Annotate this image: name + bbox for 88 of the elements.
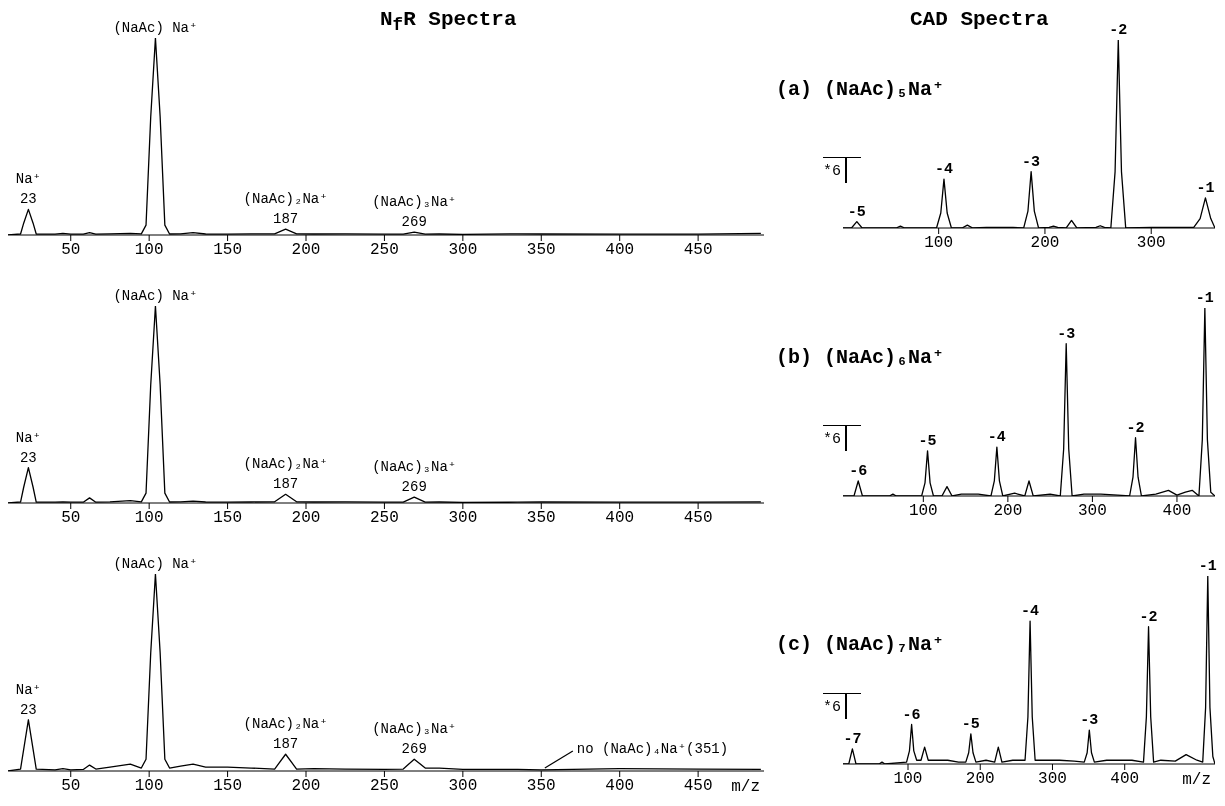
annotation: -5 <box>847 203 866 221</box>
x-tick-label: 450 <box>683 777 713 796</box>
annotation: -2 <box>1126 419 1145 437</box>
x-tick-label: 400 <box>1162 502 1192 521</box>
x-tick-label: 150 <box>213 241 242 260</box>
x-tick-label: 300 <box>448 509 478 528</box>
annotation: -3 <box>1022 153 1041 171</box>
x-tick-label: 400 <box>605 241 635 260</box>
annotation: (NaAc)₂Na⁺ <box>243 716 328 733</box>
annotation: 23 <box>19 191 37 208</box>
text: *6 <box>823 161 842 180</box>
x-tick-label: 350 <box>526 509 556 528</box>
annotation: (NaAc)₂Na⁺ <box>243 456 328 473</box>
annotation: 187 <box>273 211 299 228</box>
x-tick-label: 100 <box>134 241 164 260</box>
annotation: -1 <box>1196 179 1215 197</box>
annotation: (NaAc)₃Na⁺ <box>372 459 457 476</box>
annotation: 269 <box>401 741 427 758</box>
annotation: (NaAc)₃Na⁺ <box>372 721 457 738</box>
x-tick-label: 300 <box>448 241 478 260</box>
x-tick-label: 50 <box>61 241 81 260</box>
x-tick-label: 200 <box>1030 234 1060 253</box>
x-tick-label: 400 <box>1110 770 1140 789</box>
annotation: 23 <box>19 701 37 718</box>
x-tick-label: 200 <box>291 241 321 260</box>
annotation: -4 <box>1021 603 1040 621</box>
x-tick-label: 450 <box>683 509 713 528</box>
annotation: -1 <box>1195 290 1214 307</box>
x-tick-label: 50 <box>61 777 81 796</box>
x-tick-label: 350 <box>526 777 556 796</box>
x-tick-label: 300 <box>448 777 478 796</box>
x-tick-label: 300 <box>1038 770 1067 789</box>
annotation: -2 <box>1139 608 1158 626</box>
annotation: (NaAc) Na⁺ <box>113 556 198 572</box>
x-tick-label: 450 <box>683 241 713 260</box>
x-tick-label: 200 <box>993 502 1023 521</box>
x-axis-title: m/z <box>1182 771 1211 789</box>
x-tick-label: 200 <box>965 770 995 789</box>
annotation: -3 <box>1080 712 1099 730</box>
x-axis-title: m/z <box>731 778 760 796</box>
x-tick-label: 100 <box>134 509 164 528</box>
x-tick-label: 200 <box>291 777 321 796</box>
annotation: Na⁺ <box>15 171 42 188</box>
x-tick-label: 100 <box>893 770 923 789</box>
annotation: 187 <box>273 736 299 753</box>
x-tick-label: 200 <box>291 509 321 528</box>
annotation: -6 <box>849 462 868 480</box>
text: (c) (NaAc)₇Na⁺ <box>776 632 945 656</box>
text: (a) (NaAc)₅Na⁺ <box>776 77 945 101</box>
x-tick-label: 250 <box>370 509 399 528</box>
x-tick-label: 50 <box>61 509 81 528</box>
annotation: -3 <box>1057 325 1076 343</box>
x-tick-label: 250 <box>370 241 399 260</box>
annotation: Na⁺ <box>15 429 42 446</box>
text: *6 <box>823 429 842 448</box>
annotation: 269 <box>401 479 427 496</box>
text: (b) (NaAc)₆Na⁺ <box>776 345 945 369</box>
annotation: -5 <box>918 432 937 450</box>
annotation: 269 <box>401 214 427 231</box>
annotation: -2 <box>1109 22 1128 39</box>
annotation: 23 <box>19 449 37 466</box>
chart-title: CAD Spectra <box>910 8 1049 31</box>
annotation: -5 <box>961 715 980 733</box>
annotation: 187 <box>273 476 299 493</box>
x-tick-label: 100 <box>134 777 164 796</box>
annotation: -6 <box>902 706 921 724</box>
x-tick-label: 300 <box>1078 502 1107 521</box>
annotation: (NaAc)₃Na⁺ <box>372 194 457 211</box>
annotation: -7 <box>843 730 862 748</box>
x-tick-label: 350 <box>526 241 556 260</box>
annotation: (NaAc)₂Na⁺ <box>243 191 328 208</box>
x-tick-label: 150 <box>213 509 242 528</box>
annotation: (NaAc) Na⁺ <box>113 288 198 304</box>
annotation: (NaAc) Na⁺ <box>113 20 198 36</box>
annotation: -1 <box>1198 558 1217 575</box>
annotation: -4 <box>987 429 1006 447</box>
x-tick-label: 250 <box>370 777 399 796</box>
annotation: Na⁺ <box>15 681 42 698</box>
text: *6 <box>823 697 842 716</box>
annotation: no (NaAc)₄Na⁺(351) <box>576 741 729 757</box>
annotation: -4 <box>934 161 953 179</box>
x-tick-label: 150 <box>213 777 242 796</box>
x-tick-label: 400 <box>605 509 635 528</box>
x-tick-label: 100 <box>924 234 954 253</box>
x-tick-label: 300 <box>1136 234 1166 253</box>
chart-title: N$_{f}$R Spectra <box>380 8 517 36</box>
x-tick-label: 400 <box>605 777 635 796</box>
x-tick-label: 100 <box>908 502 938 521</box>
